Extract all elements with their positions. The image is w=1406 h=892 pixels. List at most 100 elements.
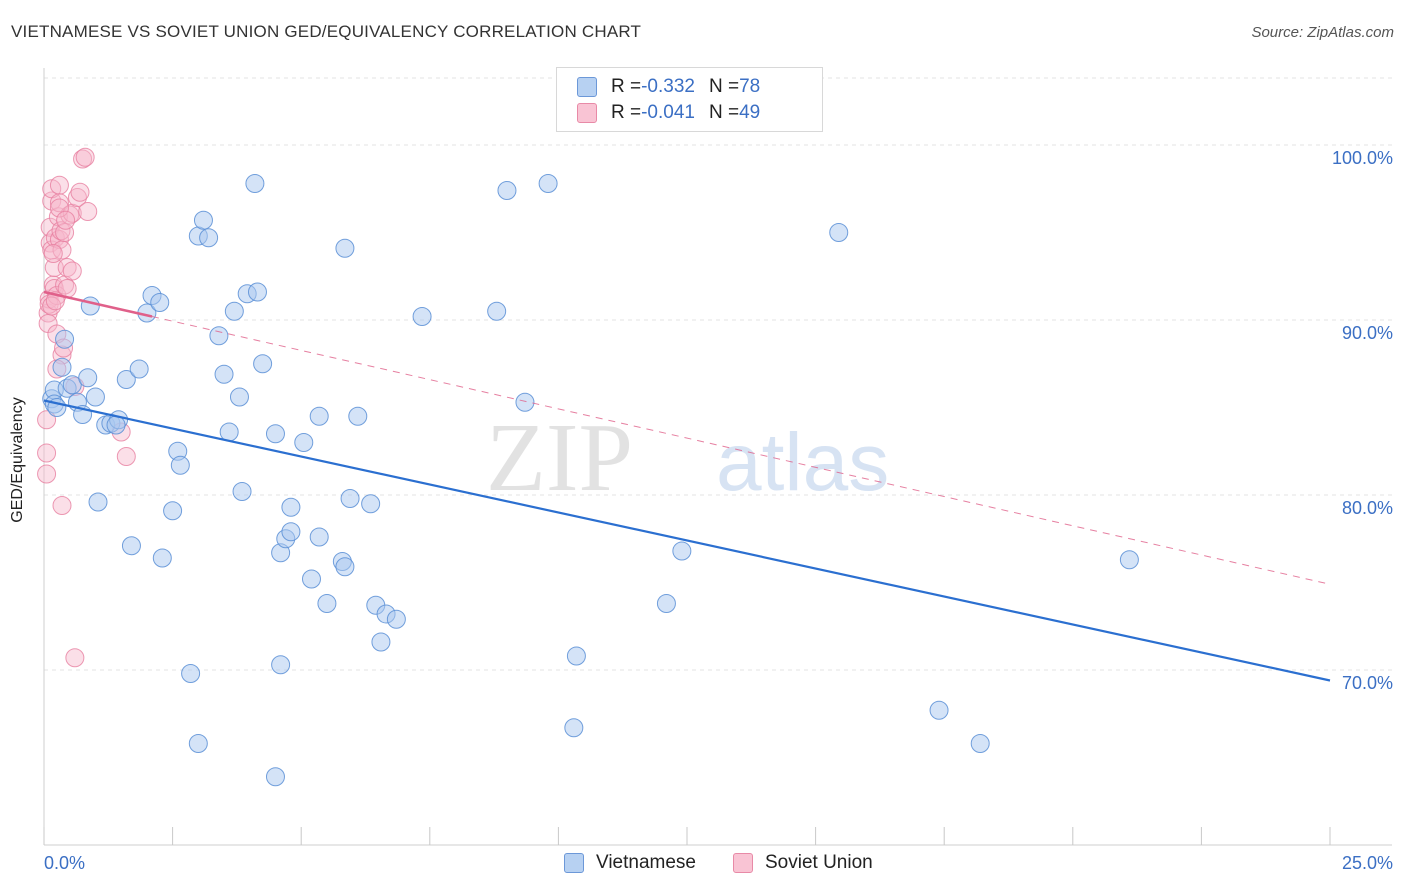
vietnamese-point: [150, 293, 170, 312]
vietnamese-point: [80, 296, 100, 316]
chart-title: VIETNAMESE VS SOVIET UNION GED/EQUIVALEN…: [11, 22, 642, 41]
soviet-union-point: [55, 223, 75, 242]
soviet-union-point: [56, 210, 76, 230]
vietnamese-point: [348, 406, 368, 426]
vietnamese-point: [487, 301, 507, 321]
vietnamese-point: [335, 238, 355, 258]
soviet-union-point: [49, 198, 69, 218]
vietnamese-point: [970, 734, 990, 753]
vietnamese-point: [116, 370, 136, 389]
vietnamese-point: [538, 174, 558, 193]
legend-r-value-vietnamese: -0.332: [641, 76, 695, 97]
vietnamese-point: [121, 536, 141, 556]
vietnamese-point: [309, 527, 329, 547]
vietnamese-point: [672, 541, 692, 561]
soviet-union-point: [62, 203, 82, 223]
chart-source: Source: ZipAtlas.com: [1251, 24, 1394, 41]
vietnamese-point: [301, 569, 321, 589]
vietnamese-point: [281, 522, 301, 542]
soviet-union-trend-extension: [151, 316, 1331, 585]
vietnamese-point: [62, 375, 82, 395]
legend-n-label: N =: [708, 76, 740, 97]
vietnamese-point: [566, 646, 586, 666]
legend-item-soviet-union[interactable]: Soviet Union: [733, 852, 873, 874]
axes: [43, 68, 1392, 846]
vietnamese-point: [229, 387, 249, 407]
y-tick-label: 90.0%: [1342, 323, 1393, 343]
soviet-union-point: [37, 464, 57, 484]
legend-row-soviet-union: R = -0.041 N = 49: [577, 101, 760, 125]
legend-r-value-soviet-union: -0.041: [641, 102, 695, 123]
legend-n-label: N =: [708, 102, 740, 123]
soviet-union-swatch: [733, 853, 753, 873]
vietnamese-point: [829, 223, 849, 242]
series-legend: Vietnamese Soviet Union: [0, 852, 1406, 878]
vietnamese-point: [309, 406, 329, 426]
soviet-union-point: [42, 296, 62, 316]
vietnamese-point: [340, 489, 360, 508]
soviet-union-point: [37, 443, 57, 463]
vietnamese-point: [188, 734, 208, 753]
vietnamese-point: [497, 181, 517, 200]
watermark-atlas: atlas: [716, 417, 889, 508]
vietnamese-point: [163, 501, 183, 521]
y-tick-label: 100.0%: [1332, 148, 1393, 168]
soviet-union-point: [67, 188, 87, 207]
vietnamese-point: [271, 655, 291, 675]
x-tick-label: 25.0%: [1342, 853, 1393, 873]
trend-lines: [43, 290, 1331, 682]
vietnamese-point: [656, 594, 676, 613]
vietnamese-point: [52, 357, 72, 377]
vietnamese-point: [106, 415, 126, 435]
vietnamese-point: [335, 557, 355, 577]
watermark: ZIP atlas: [486, 404, 889, 512]
vietnamese-point: [361, 494, 381, 514]
y-tick-label: 80.0%: [1342, 498, 1393, 518]
vietnamese-point: [85, 387, 105, 407]
vietnamese-point: [78, 368, 98, 388]
soviet-union-point: [78, 202, 98, 221]
soviet-union-point: [49, 175, 69, 195]
vietnamese-point: [515, 392, 535, 412]
vietnamese-point: [564, 718, 584, 738]
legend-label-vietnamese: Vietnamese: [596, 852, 696, 873]
vietnamese-point: [152, 548, 172, 568]
vietnamese-point: [247, 282, 267, 302]
vietnamese-point: [199, 228, 219, 248]
vietnamese-point: [219, 422, 239, 442]
legend-item-vietnamese[interactable]: Vietnamese: [564, 852, 696, 874]
soviet-union-point: [49, 193, 69, 213]
x-tick-label: 0.0%: [44, 853, 85, 873]
soviet-union-point: [70, 182, 90, 202]
vietnamese-point: [1119, 550, 1139, 570]
vietnamese-point: [265, 767, 285, 787]
soviet-union-point: [43, 244, 63, 263]
correlation-legend: R = -0.332 N = 78 R = -0.041 N = 49: [556, 67, 823, 132]
y-tick-labels: 70.0% 80.0% 90.0% 100.0%: [1332, 148, 1393, 693]
legend-label-soviet-union: Soviet Union: [765, 852, 873, 873]
soviet-union-point: [62, 261, 82, 281]
vietnamese-point: [170, 455, 190, 475]
vietnamese-point: [386, 609, 406, 629]
vietnamese-point: [214, 364, 234, 384]
vietnamese-point: [412, 307, 432, 326]
vietnamese-point: [209, 326, 229, 346]
legend-r-label: R =: [611, 102, 642, 123]
y-tick-label: 70.0%: [1342, 673, 1393, 693]
vietnamese-point: [253, 354, 273, 374]
vietnamese-point: [245, 174, 265, 193]
legend-r-label: R =: [611, 76, 642, 97]
soviet-union-swatch: [577, 103, 597, 123]
vietnamese-point: [929, 700, 949, 720]
legend-n-value-vietnamese: 78: [739, 76, 761, 97]
soviet-union-point: [37, 410, 57, 430]
vietnamese-point: [193, 210, 213, 230]
watermark-zip: ZIP: [486, 404, 633, 512]
vietnamese-point: [281, 497, 301, 517]
soviet-union-trend-line: [43, 290, 153, 318]
vietnamese-trend-line: [43, 399, 1331, 682]
vietnamese-point: [317, 594, 337, 613]
soviet-union-point: [57, 258, 77, 277]
legend-row-vietnamese: R = -0.332 N = 78: [577, 75, 760, 99]
